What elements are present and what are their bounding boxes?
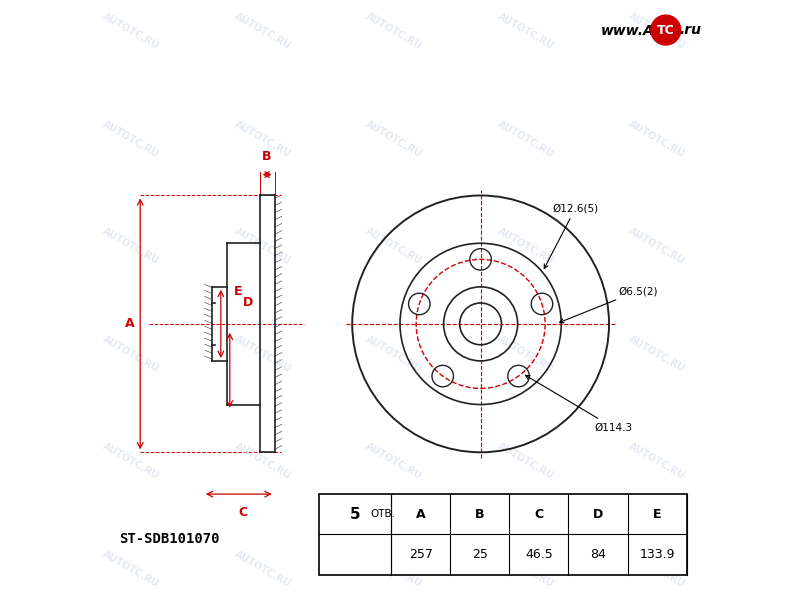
Text: 5: 5 (350, 507, 361, 522)
Circle shape (651, 15, 681, 45)
Text: AUTOTC.RU: AUTOTC.RU (102, 548, 161, 589)
Text: AUTOTC.RU: AUTOTC.RU (233, 226, 293, 266)
Text: AUTOTC.RU: AUTOTC.RU (233, 119, 293, 159)
Text: AUTOTC.RU: AUTOTC.RU (627, 548, 686, 589)
Text: AUTOTC.RU: AUTOTC.RU (627, 226, 686, 266)
Text: 25: 25 (472, 548, 488, 561)
Text: www.Auto: www.Auto (601, 24, 681, 38)
Text: AUTOTC.RU: AUTOTC.RU (627, 441, 686, 481)
Text: AUTOTC.RU: AUTOTC.RU (364, 119, 424, 159)
Text: AUTOTC.RU: AUTOTC.RU (495, 119, 555, 159)
Text: AUTOTC.RU: AUTOTC.RU (495, 334, 555, 374)
Text: AUTOTC.RU: AUTOTC.RU (233, 441, 293, 481)
Text: AUTOTC.RU: AUTOTC.RU (364, 334, 424, 374)
Text: AUTOTC.RU: AUTOTC.RU (102, 119, 161, 159)
Text: AUTOTC.RU: AUTOTC.RU (102, 334, 161, 374)
Text: AUTOTC.RU: AUTOTC.RU (102, 226, 161, 266)
Text: D: D (243, 296, 253, 310)
Text: AUTOTC.RU: AUTOTC.RU (627, 11, 686, 52)
Text: B: B (475, 508, 485, 521)
Text: E: E (234, 284, 242, 298)
Text: ST-SDB101070: ST-SDB101070 (119, 532, 220, 546)
Text: A: A (125, 317, 134, 331)
Text: AUTOTC.RU: AUTOTC.RU (364, 548, 424, 589)
Text: D: D (593, 508, 603, 521)
Text: ОТВ.: ОТВ. (370, 509, 395, 519)
Text: .ru: .ru (679, 23, 702, 37)
Text: AUTOTC.RU: AUTOTC.RU (627, 334, 686, 374)
Text: E: E (653, 508, 662, 521)
Text: AUTOTC.RU: AUTOTC.RU (364, 11, 424, 52)
Text: 257: 257 (409, 548, 433, 561)
Text: AUTOTC.RU: AUTOTC.RU (102, 441, 161, 481)
Text: 46.5: 46.5 (525, 548, 553, 561)
Text: AUTOTC.RU: AUTOTC.RU (495, 548, 555, 589)
Text: AUTOTC.RU: AUTOTC.RU (233, 548, 293, 589)
Text: C: C (238, 506, 248, 519)
Text: C: C (534, 508, 543, 521)
Text: AUTOTC.RU: AUTOTC.RU (627, 119, 686, 159)
Text: AUTOTC.RU: AUTOTC.RU (233, 11, 293, 52)
Text: Ø114.3: Ø114.3 (526, 376, 632, 433)
Text: AUTOTC.RU: AUTOTC.RU (495, 226, 555, 266)
Text: AUTOTC.RU: AUTOTC.RU (495, 11, 555, 52)
Text: B: B (262, 149, 272, 163)
Text: 84: 84 (590, 548, 606, 561)
Text: TC: TC (657, 23, 674, 37)
Text: AUTOTC.RU: AUTOTC.RU (102, 11, 161, 52)
Text: AUTOTC.RU: AUTOTC.RU (495, 441, 555, 481)
Text: AUTOTC.RU: AUTOTC.RU (364, 441, 424, 481)
Text: Ø12.6(5): Ø12.6(5) (544, 203, 598, 268)
Text: 133.9: 133.9 (639, 548, 675, 561)
Text: AUTOTC.RU: AUTOTC.RU (233, 334, 293, 374)
Text: A: A (416, 508, 426, 521)
Text: AUTOTC.RU: AUTOTC.RU (364, 226, 424, 266)
Bar (319, 494, 686, 575)
Text: Ø6.5(2): Ø6.5(2) (560, 286, 658, 323)
